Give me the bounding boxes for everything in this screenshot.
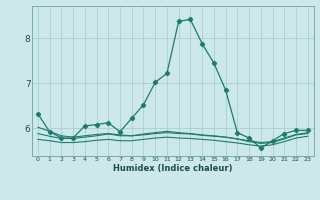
- X-axis label: Humidex (Indice chaleur): Humidex (Indice chaleur): [113, 164, 233, 173]
